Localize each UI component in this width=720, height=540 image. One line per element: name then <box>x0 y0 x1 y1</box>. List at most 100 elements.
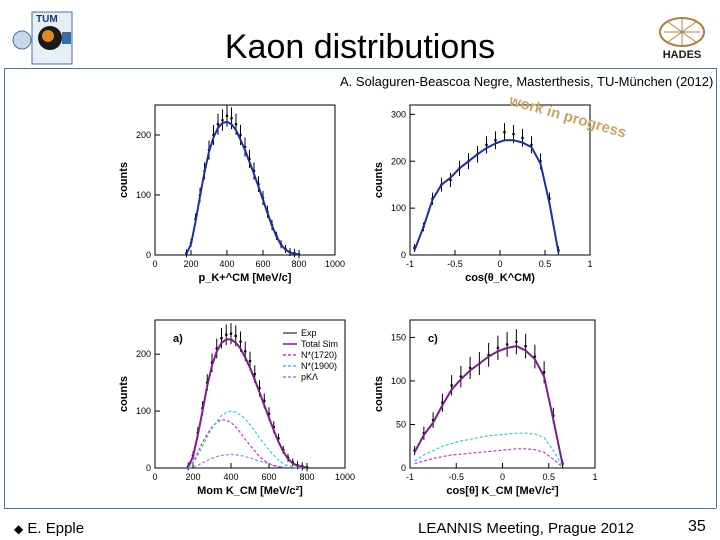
x-tick-label: 0.5 <box>542 472 555 482</box>
x-tick-label: 0.5 <box>539 259 552 269</box>
slide-subtitle: A. Solaguren-Beascoa Negre, Masterthesis… <box>340 74 714 89</box>
plot-frame <box>154 104 336 256</box>
data-point <box>524 344 527 348</box>
page-number: 35 <box>688 518 706 535</box>
y-axis-label: counts <box>373 162 385 198</box>
frame-top-divider <box>4 68 716 69</box>
legend-entry: Total Sim <box>301 339 338 349</box>
plot-frame <box>154 319 346 469</box>
x-tick-label: 0 <box>152 259 157 269</box>
x-tick-label: 600 <box>261 472 276 482</box>
slide-title: Kaon distributions <box>224 28 496 66</box>
x-tick-label: 800 <box>291 259 306 269</box>
x-axis-label: Mom K_CM [MeV/c²] <box>197 485 303 497</box>
y-tick-label: 50 <box>396 419 406 429</box>
y-tick-label: 0 <box>146 250 151 260</box>
data-point <box>229 332 233 335</box>
y-axis-label: counts <box>373 376 385 412</box>
footer-author: ◆ E. Epple <box>14 520 84 537</box>
series-line <box>185 120 300 256</box>
data-point <box>234 334 238 338</box>
data-point <box>230 116 233 120</box>
footer-meeting: LEANNIS Meeting, Prague 2012 <box>418 520 634 537</box>
x-tick-label: 200 <box>183 259 198 269</box>
data-point <box>239 340 242 343</box>
plot-frame <box>409 319 596 469</box>
x-tick-label: 1000 <box>335 472 355 482</box>
legend-entry: pKΛ <box>301 372 318 382</box>
x-tick-label: -0.5 <box>447 259 463 269</box>
chart-momentum-bottom: 0 200 400 600 800 1000 0 100 200 Mom K_CM [MeV/c²… <box>118 319 355 497</box>
data-point <box>521 136 524 140</box>
y-tick-label: 300 <box>391 109 406 119</box>
data-point <box>224 333 228 337</box>
author-icon: ◆ <box>14 522 24 536</box>
series-line <box>413 345 564 465</box>
data-point <box>220 336 223 340</box>
data-point <box>505 343 509 346</box>
y-tick-label: 200 <box>136 349 151 359</box>
y-tick-label: 0 <box>401 250 406 260</box>
data-point <box>485 143 488 147</box>
data-point <box>503 130 506 134</box>
legend-entry: Exp <box>301 328 317 338</box>
x-tick-label: 800 <box>299 472 314 482</box>
x-tick-label: 0 <box>500 472 505 482</box>
data-point <box>216 122 220 126</box>
hades-logo: HADES <box>650 10 714 66</box>
x-tick-label: 600 <box>255 259 270 269</box>
x-tick-label: 1 <box>592 472 597 482</box>
panel-label: c) <box>428 333 438 345</box>
x-tick-label: 1000 <box>325 259 345 269</box>
y-tick-label: 100 <box>391 376 406 386</box>
chart-cos-top: -1 -0.5 0 0.5 1 0 100 200 300 cos(θ_K^CM) counts <box>373 104 593 284</box>
y-tick-label: 0 <box>401 463 406 473</box>
data-point <box>530 143 533 147</box>
tum-logo-text: TUM <box>36 14 58 25</box>
y-tick-label: 200 <box>136 130 151 140</box>
footer-author-text: E. Epple <box>27 520 85 537</box>
data-point <box>468 366 472 370</box>
data-point <box>221 118 224 122</box>
x-axis-label: cos[θ] K_CM [MeV/c²] <box>446 485 559 497</box>
data-point <box>494 138 497 142</box>
series-line <box>413 139 560 253</box>
data-point <box>225 114 229 118</box>
frame-left-border <box>4 68 5 508</box>
y-axis-label: counts <box>118 376 130 412</box>
series-line <box>187 410 298 468</box>
x-tick-label: -1 <box>406 472 414 482</box>
data-point <box>234 122 238 126</box>
series-line <box>188 453 303 469</box>
tum-logo: TUM <box>10 10 74 66</box>
plot-frame <box>409 104 591 256</box>
y-axis-label: counts <box>118 162 130 198</box>
x-tick-label: 0 <box>152 472 157 482</box>
data-point <box>253 372 257 376</box>
hades-logo-text: HADES <box>663 49 702 61</box>
panel-label: a) <box>173 333 183 345</box>
series-line <box>187 338 308 469</box>
x-tick-label: 1 <box>587 259 592 269</box>
y-tick-label: 150 <box>391 332 406 342</box>
data-point <box>542 370 546 374</box>
x-tick-label: 0 <box>497 259 502 269</box>
data-point <box>248 359 252 363</box>
data-point <box>512 132 515 136</box>
data-point <box>239 133 242 137</box>
legend-entry: N*(1900) <box>301 361 337 371</box>
x-tick-label: -0.5 <box>448 472 464 482</box>
frame-right-border <box>716 68 717 508</box>
y-tick-label: 0 <box>146 463 151 473</box>
y-tick-label: 100 <box>136 190 151 200</box>
data-point <box>243 350 247 353</box>
chart-cos-bottom: -1 -0.5 0 0.5 1 0 50 100 150 cos[θ] K_CM [MeV/c²]… <box>373 319 598 497</box>
y-tick-label: 100 <box>391 203 406 213</box>
y-tick-label: 100 <box>136 406 151 416</box>
frame-bottom-divider <box>4 508 716 509</box>
data-point <box>450 383 453 387</box>
y-tick-label: 200 <box>391 156 406 166</box>
x-tick-label: 400 <box>223 472 238 482</box>
x-axis-label: cos(θ_K^CM) <box>465 272 535 284</box>
